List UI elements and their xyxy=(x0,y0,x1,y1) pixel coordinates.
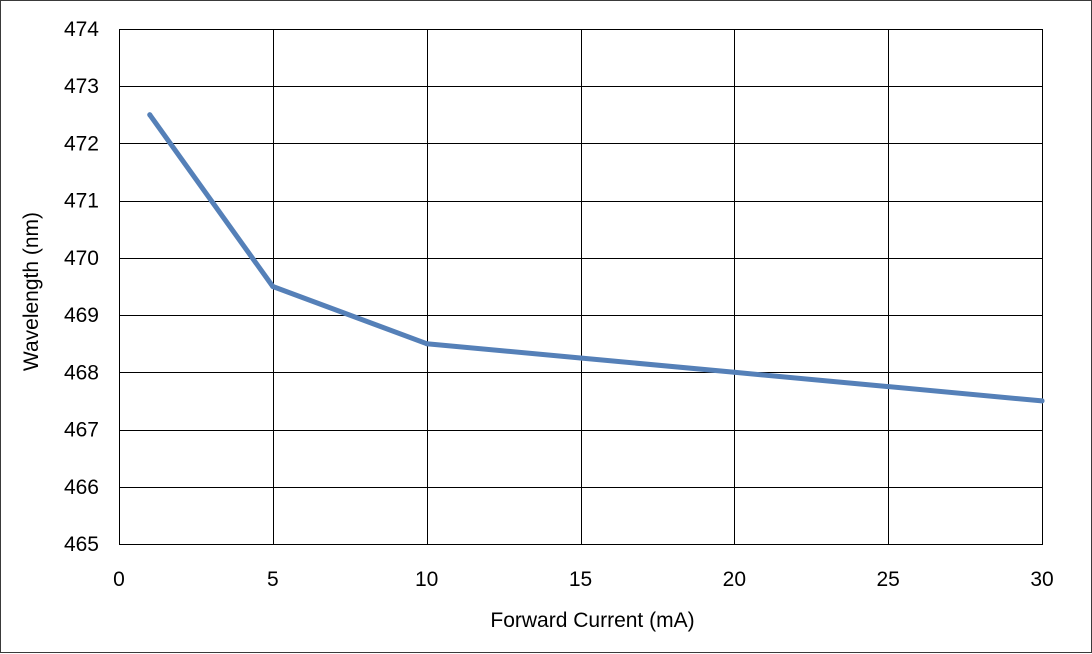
data-point xyxy=(424,341,430,347)
y-tick-label: 470 xyxy=(64,247,99,270)
x-tick-label: 10 xyxy=(415,568,438,591)
y-tick-label: 466 xyxy=(64,476,99,499)
y-tick-label: 474 xyxy=(64,18,99,41)
x-tick-label: 5 xyxy=(267,568,279,591)
x-tick-label: 25 xyxy=(876,568,899,591)
y-axis-title: Wavelength (nm) xyxy=(20,212,43,371)
data-point xyxy=(270,284,276,289)
data-point xyxy=(1039,398,1045,404)
y-tick-label: 471 xyxy=(64,190,99,213)
x-tick-label: 20 xyxy=(723,568,746,591)
y-tick-label: 468 xyxy=(64,361,99,384)
y-tick-label: 465 xyxy=(64,533,99,556)
y-tick-label: 472 xyxy=(64,132,99,155)
y-tick-label: 469 xyxy=(64,304,99,327)
x-axis-ticks: 0 5 10 15 20 25 30 xyxy=(113,568,1054,591)
data-point xyxy=(885,384,891,390)
x-tick-label: 15 xyxy=(569,568,592,591)
gridlines xyxy=(119,29,1043,545)
x-tick-label: 30 xyxy=(1030,568,1053,591)
y-tick-label: 467 xyxy=(64,419,99,442)
data-point xyxy=(731,369,737,375)
x-tick-label: 0 xyxy=(113,568,125,591)
y-axis-ticks: 465 466 467 468 469 470 471 472 473 474 xyxy=(64,18,99,556)
y-tick-label: 473 xyxy=(64,75,99,98)
series-layer xyxy=(147,112,1045,404)
series-line xyxy=(147,112,1045,404)
plot-area xyxy=(119,29,1043,545)
x-axis-title: Forward Current (mA) xyxy=(490,609,694,632)
data-point xyxy=(578,355,583,361)
data-point xyxy=(147,112,153,118)
